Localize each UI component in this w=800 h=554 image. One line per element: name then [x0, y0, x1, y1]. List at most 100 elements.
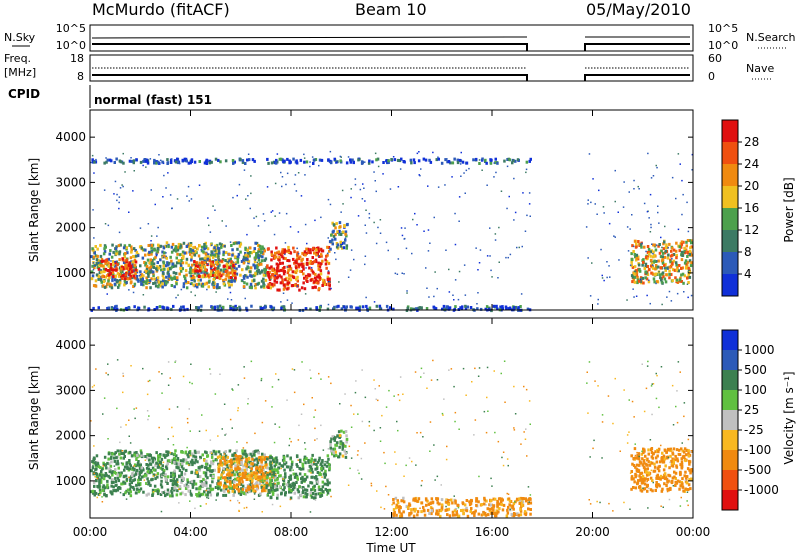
velocity-cell — [147, 492, 150, 496]
velocity-cell — [329, 446, 332, 450]
power-cell — [156, 249, 159, 253]
velocity-cell — [491, 507, 494, 511]
power-cell — [293, 261, 296, 265]
power-noise-point — [291, 302, 293, 304]
velocity-noise-point — [601, 457, 603, 459]
velocity-noise-point — [446, 445, 448, 448]
power-cell — [201, 263, 204, 267]
velocity-cell — [165, 454, 168, 457]
power-cell — [268, 270, 271, 274]
power-cell — [682, 281, 685, 285]
velocity-cell — [208, 469, 212, 473]
power-cell — [181, 250, 185, 254]
power-noise-point — [683, 291, 685, 293]
power-cell — [250, 274, 253, 278]
velocity-cell — [155, 451, 158, 455]
power-cell — [344, 238, 347, 242]
velocity-cell — [113, 456, 116, 460]
power-cell — [478, 162, 481, 165]
velocity-cell — [666, 480, 669, 484]
velocity-noise-point — [420, 484, 423, 487]
velocity-cell — [275, 484, 278, 488]
power-cell — [255, 241, 259, 245]
power-cell — [229, 304, 232, 308]
velocity-noise-point — [350, 457, 353, 459]
power-cell — [130, 268, 134, 272]
velocity-noise-point — [500, 372, 502, 375]
velocity-cell — [273, 468, 276, 472]
power-cell — [110, 255, 114, 259]
power-cell — [120, 271, 123, 275]
power-noise-point — [208, 224, 210, 227]
power-noise-point — [681, 213, 683, 216]
power-cell — [279, 157, 283, 161]
velocity-noise-point — [172, 444, 175, 446]
power-cell — [442, 304, 446, 308]
velocity-noise-point — [237, 407, 239, 409]
velocity-cell — [140, 453, 143, 457]
velocity-cell — [164, 473, 167, 477]
velocity-cell — [676, 459, 680, 463]
velocity-cell — [213, 468, 216, 472]
power-cell — [317, 264, 320, 268]
power-cell — [660, 249, 663, 253]
velocity-cell — [167, 459, 170, 463]
power-cell — [324, 262, 328, 266]
velocity-cell — [414, 499, 417, 503]
power-cell — [501, 305, 504, 309]
velocity-cell — [339, 442, 342, 446]
velocity-cell — [425, 498, 428, 502]
power-ylabel: Slant Range [km] — [27, 158, 41, 262]
power-cell — [410, 161, 413, 165]
power-cell — [109, 262, 113, 266]
power-cell — [91, 247, 94, 251]
power-cell — [273, 279, 276, 283]
velocity-cell — [496, 501, 500, 505]
velocity-cell — [251, 450, 255, 454]
power-noise-point — [198, 184, 201, 186]
power-noise-point — [314, 219, 316, 222]
velocity-cell — [180, 473, 183, 477]
power-cell — [330, 233, 333, 237]
power-noise-point — [651, 243, 653, 245]
power-noise-point — [446, 158, 448, 160]
velocity-cell — [668, 474, 672, 478]
velocity-cell — [516, 512, 519, 516]
velocity-noise-point — [129, 442, 132, 444]
velocity-noise-point — [128, 435, 130, 437]
power-cell — [181, 261, 185, 265]
power-noise-point — [525, 171, 527, 174]
power-noise-point — [528, 203, 531, 205]
power-noise-point — [432, 151, 434, 154]
power-cell — [281, 278, 284, 282]
power-cell — [512, 306, 516, 310]
velocity-noise-point — [633, 416, 635, 418]
velocity-cell — [488, 503, 491, 507]
velocity-cell — [330, 449, 333, 453]
velocity-noise-point — [626, 434, 629, 436]
velocity-cell — [290, 489, 293, 492]
velocity-cell — [655, 460, 659, 464]
velocity-noise-point — [645, 458, 647, 461]
velocity-noise-point — [374, 388, 376, 390]
power-cell — [299, 269, 302, 273]
velocity-cell — [172, 486, 175, 490]
power-cell — [187, 161, 191, 165]
velocity-noise-point — [225, 433, 227, 435]
power-cell — [174, 246, 178, 250]
velocity-cell — [136, 472, 139, 476]
power-cell — [647, 247, 651, 251]
power-noise-point — [365, 209, 367, 211]
velocity-cell — [230, 458, 233, 462]
power-cell — [211, 260, 214, 264]
velocity-cell — [245, 454, 248, 458]
velocity-cell — [646, 463, 649, 467]
velocity-cell — [241, 480, 244, 484]
power-cell — [176, 157, 179, 161]
power-noise-point — [648, 279, 650, 281]
power-cell — [646, 256, 649, 260]
power-cell — [176, 252, 179, 256]
velocity-noise-point — [666, 490, 669, 493]
velocity-cell — [410, 508, 413, 512]
power-cell — [281, 281, 284, 285]
